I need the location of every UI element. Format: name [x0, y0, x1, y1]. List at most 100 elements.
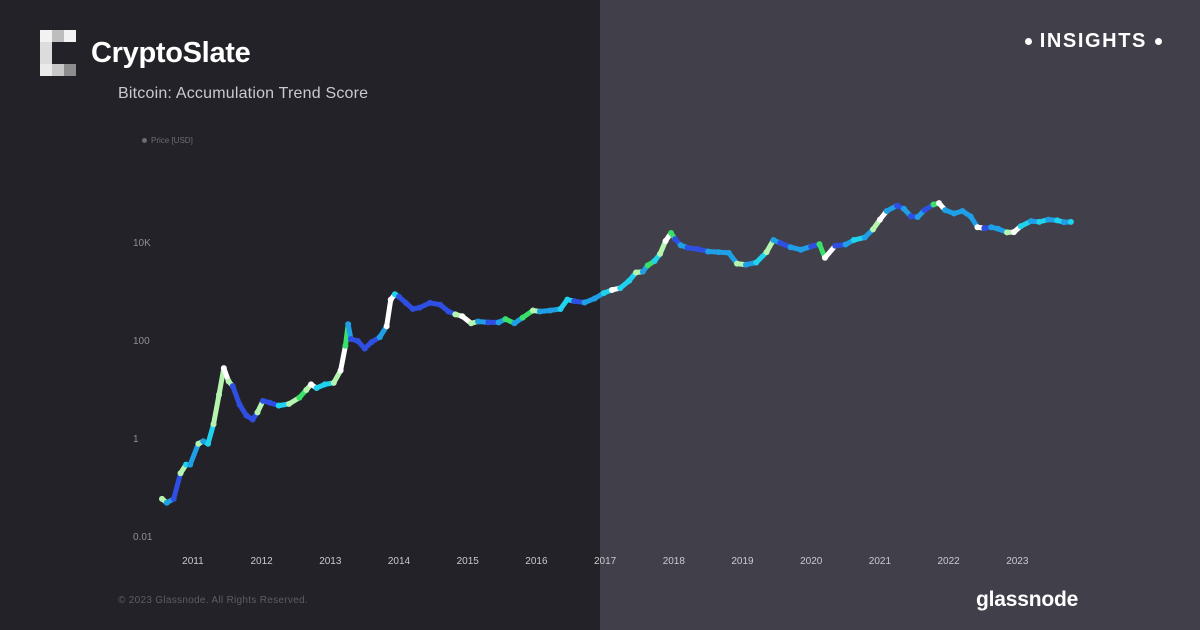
price-point — [321, 381, 328, 388]
legend-swatch-icon — [142, 138, 147, 143]
price-point — [907, 213, 914, 220]
price-point — [387, 296, 394, 303]
price-point — [475, 318, 482, 325]
price-point — [842, 241, 849, 248]
price-point — [894, 202, 901, 209]
chart-title: Bitcoin: Accumulation Trend Score — [118, 85, 369, 102]
price-point — [396, 293, 403, 300]
price-point — [742, 261, 749, 268]
x-tick-label: 2011 — [182, 556, 204, 567]
price-point — [1017, 223, 1024, 230]
x-tick-label: 2020 — [800, 556, 823, 567]
price-point — [308, 381, 315, 388]
price-point — [485, 319, 492, 326]
price-point — [942, 207, 949, 214]
price-point — [495, 319, 502, 326]
price-point — [445, 308, 452, 315]
x-tick-label: 2021 — [869, 556, 892, 567]
price-segment — [187, 441, 201, 468]
price-point — [163, 499, 170, 506]
price-point — [959, 207, 966, 214]
price-point — [170, 495, 177, 502]
price-point — [1067, 218, 1074, 225]
price-point — [409, 305, 416, 312]
background-left-panel — [0, 0, 600, 630]
price-point — [988, 224, 995, 231]
price-point — [225, 378, 232, 385]
price-point — [677, 242, 684, 249]
x-tick-label: 2023 — [1006, 556, 1029, 567]
price-point — [249, 416, 256, 423]
price-point — [787, 244, 794, 251]
price-point — [591, 295, 598, 302]
price-point — [581, 299, 588, 306]
price-point — [275, 402, 282, 409]
price-point — [633, 269, 640, 276]
price-point — [259, 397, 266, 404]
price-point — [459, 313, 466, 320]
price-point — [183, 461, 190, 468]
x-tick-label: 2022 — [937, 556, 960, 567]
price-point — [502, 316, 509, 323]
price-point — [1036, 218, 1043, 225]
insights-text: INSIGHTS — [1039, 30, 1147, 52]
price-point — [187, 461, 194, 468]
price-point — [816, 241, 823, 248]
price-point — [821, 254, 828, 261]
price-point — [639, 268, 646, 275]
price-point — [617, 285, 624, 292]
price-point — [571, 298, 578, 305]
x-tick-label: 2017 — [594, 556, 617, 567]
price-point — [935, 200, 942, 207]
price-segment — [384, 297, 394, 329]
price-point — [205, 440, 212, 447]
price-point — [210, 421, 217, 428]
legend-label: Price [USD] — [151, 136, 193, 145]
price-point — [519, 314, 526, 321]
price-point — [900, 205, 907, 212]
x-tick-label: 2014 — [388, 556, 411, 567]
price-point — [883, 207, 890, 214]
price-point — [651, 257, 658, 264]
price-segment — [338, 343, 348, 374]
price-point — [402, 299, 409, 306]
price-point — [832, 242, 839, 249]
price-point — [254, 409, 261, 416]
price-point — [243, 412, 250, 419]
price-point — [1045, 216, 1052, 223]
price-point — [376, 334, 383, 341]
copyright-text: © 2023 Glassnode. All Rights Reserved. — [118, 595, 308, 606]
price-point — [383, 323, 390, 330]
price-point — [1010, 229, 1017, 236]
price-point — [981, 225, 988, 232]
price-point — [416, 304, 423, 311]
price-point — [725, 249, 732, 256]
price-point — [437, 301, 444, 308]
price-point — [557, 305, 564, 312]
price-point — [753, 259, 760, 266]
price-point — [337, 367, 344, 374]
price-segment — [230, 383, 243, 408]
price-point — [200, 438, 207, 445]
price-point — [684, 244, 691, 251]
price-point — [313, 384, 320, 391]
x-tick-label: 2015 — [457, 556, 480, 567]
price-point — [361, 345, 368, 352]
price-point — [876, 216, 883, 223]
price-point — [600, 290, 607, 297]
brand-name: CryptoSlate — [91, 37, 251, 69]
x-tick-label: 2013 — [319, 556, 342, 567]
price-point — [296, 394, 303, 401]
price-point — [861, 234, 868, 241]
price-point — [715, 249, 722, 256]
price-point — [564, 296, 571, 303]
price-point — [657, 250, 664, 257]
price-point — [967, 213, 974, 220]
price-point — [330, 379, 337, 386]
price-point — [995, 225, 1002, 232]
price-point — [368, 339, 375, 346]
y-tick-label: 1 — [133, 434, 139, 445]
y-tick-label: 0.01 — [133, 532, 153, 543]
price-point — [672, 236, 679, 243]
price-point — [930, 201, 937, 208]
